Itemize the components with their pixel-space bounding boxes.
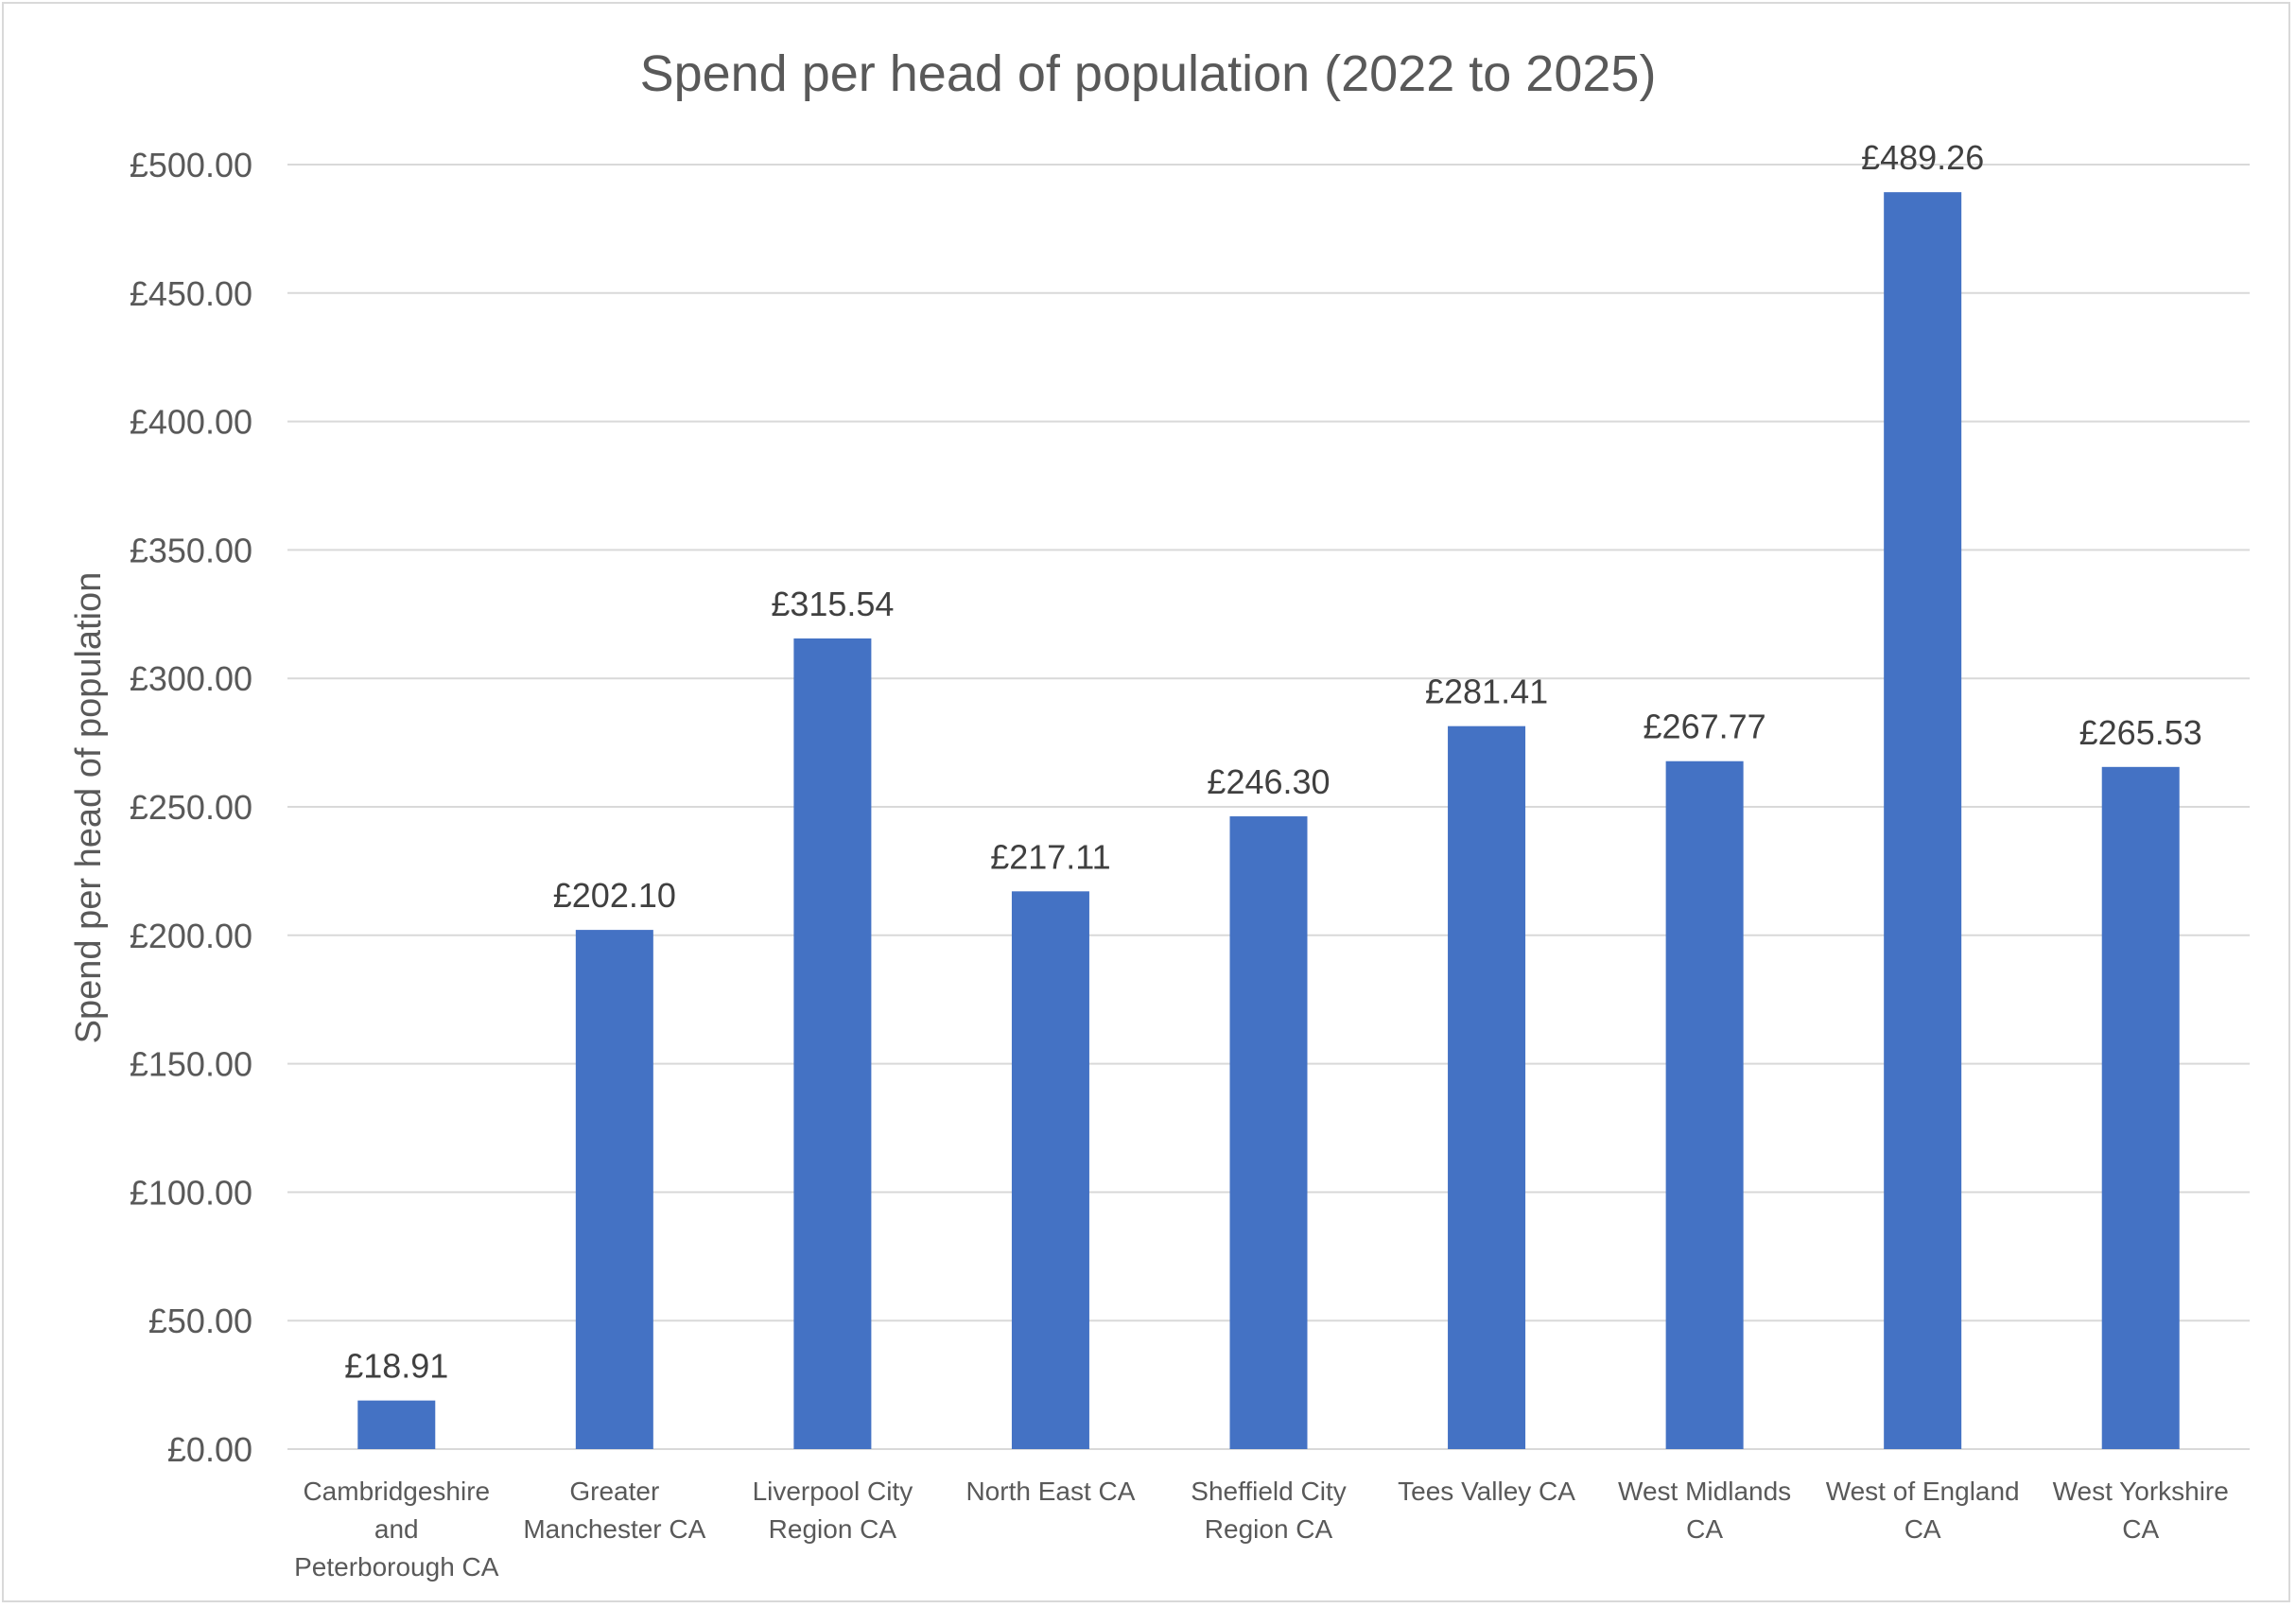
x-category-label-line: Liverpool City [753, 1477, 913, 1506]
data-label: £267.77 [1644, 708, 1766, 746]
bars [357, 192, 2180, 1450]
x-category-label-line: and [374, 1514, 419, 1544]
y-tick-label: £150.00 [130, 1045, 252, 1084]
bar [357, 1400, 436, 1449]
y-tick-label: £300.00 [130, 659, 252, 698]
data-label: £489.26 [1861, 138, 1984, 177]
bar [1665, 760, 1744, 1449]
x-category-label: Tees Valley CA [1398, 1477, 1575, 1506]
bar [793, 638, 872, 1449]
y-axis-ticks: £0.00 £50.00 £100.00 £150.00 £200.00 £250.00 £… [130, 146, 252, 1469]
data-label: £202.10 [553, 876, 676, 915]
x-category-label: West of England CA [1826, 1477, 2020, 1544]
data-label: £18.91 [344, 1347, 448, 1386]
bar [1448, 725, 1526, 1449]
x-category-label: West Yorkshire CA [2053, 1477, 2229, 1544]
y-tick-label: £500.00 [130, 146, 252, 184]
x-category-label-line: North East CA [965, 1477, 1135, 1506]
data-label: £315.54 [771, 585, 894, 623]
data-label: £217.11 [990, 837, 1110, 876]
bar [575, 930, 653, 1449]
x-category-label-line: Manchester CA [523, 1514, 705, 1544]
chart-title: Spend per head of population (2022 to 20… [640, 45, 1657, 102]
data-label: £265.53 [2079, 713, 2202, 752]
x-category-label-line: CA [1905, 1514, 1941, 1544]
bar [2101, 766, 2180, 1449]
y-tick-label: £400.00 [130, 403, 252, 442]
x-category-label-line: CA [2122, 1514, 2159, 1544]
bar [1884, 192, 1962, 1450]
x-category-label-line: Sheffield City [1191, 1477, 1346, 1506]
x-category-label-line: Cambridgeshire [303, 1477, 490, 1506]
bar-chart: Spend per head of population (2022 to 20… [69, 45, 2250, 1582]
x-category-label: Sheffield City Region CA [1191, 1477, 1346, 1544]
x-category-label: North East CA [965, 1477, 1135, 1506]
y-axis-title: Spend per head of population [69, 572, 109, 1044]
x-category-label-line: West of England [1826, 1477, 2020, 1506]
x-category-label: Greater Manchester CA [523, 1477, 705, 1544]
x-category-label-line: Region CA [769, 1514, 897, 1544]
x-axis-categories: Cambridgeshire and Peterborough CA Greater M… [294, 1477, 2229, 1582]
data-label: £246.30 [1207, 762, 1330, 801]
y-tick-label: £200.00 [130, 917, 252, 955]
y-tick-label: £50.00 [148, 1302, 252, 1340]
x-category-label-line: CA [1686, 1514, 1723, 1544]
y-tick-label: £450.00 [130, 274, 252, 313]
x-category-label-line: Peterborough CA [294, 1552, 499, 1582]
x-category-label-line: West Yorkshire [2053, 1477, 2229, 1506]
bar [1229, 816, 1308, 1449]
x-category-label-line: Greater [569, 1477, 659, 1506]
x-category-label: West Midlands CA [1618, 1477, 1791, 1544]
y-tick-label: £350.00 [130, 531, 252, 569]
data-labels: £18.91 £202.10 £315.54 £217.11 £246.30 £281.4… [344, 138, 2202, 1385]
y-tick-label: £250.00 [130, 788, 252, 827]
x-category-label: Liverpool City Region CA [753, 1477, 913, 1544]
data-label: £281.41 [1425, 673, 1548, 711]
bar [1011, 891, 1089, 1449]
x-category-label: Cambridgeshire and Peterborough CA [294, 1477, 499, 1582]
x-category-label-line: West Midlands [1618, 1477, 1791, 1506]
y-tick-label: £100.00 [130, 1173, 252, 1212]
x-category-label-line: Region CA [1205, 1514, 1333, 1544]
x-category-label-line: Tees Valley CA [1398, 1477, 1575, 1506]
y-tick-label: £0.00 [167, 1430, 252, 1469]
